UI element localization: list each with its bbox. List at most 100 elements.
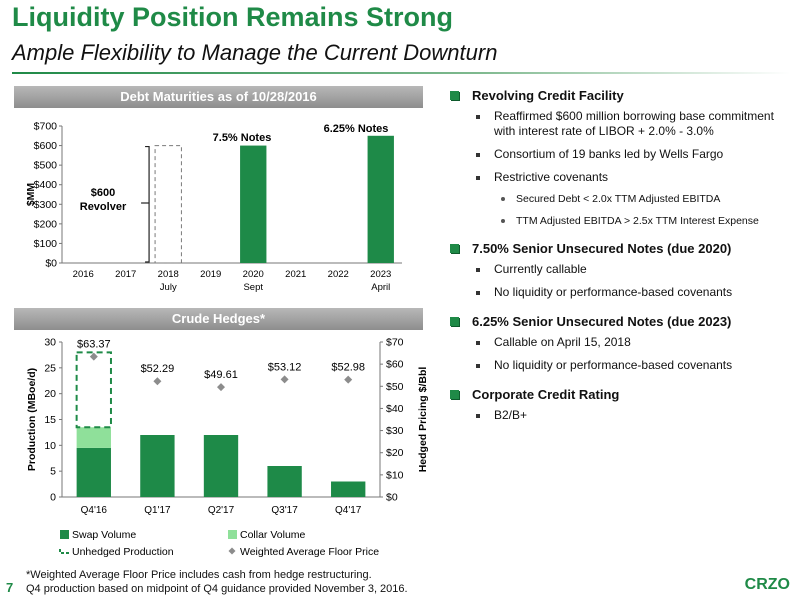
x-tick-label: 2018 — [158, 269, 179, 280]
section-bullet — [450, 390, 459, 399]
x-tick-label: 2016 — [73, 269, 94, 280]
debt-maturities-header: Debt Maturities as of 10/28/2016 — [14, 86, 423, 108]
list-item: No liquidity or performance-based covena… — [446, 358, 791, 373]
x-tick-sublabel: July — [160, 282, 177, 293]
y2-tick-label: $70 — [386, 337, 404, 349]
y-tick-label: $700 — [34, 121, 58, 133]
section-heading: 6.25% Senior Unsecured Notes (due 2023) — [472, 314, 732, 329]
list-item: No liquidity or performance-based covena… — [446, 285, 791, 300]
x-tick-label: 2022 — [328, 269, 349, 280]
item-bullet — [476, 414, 480, 418]
floor-price-point — [344, 375, 353, 384]
crude-hedges-header: Crude Hedges* — [14, 308, 423, 330]
item-bullet — [476, 341, 480, 345]
item-bullet — [476, 291, 480, 295]
y-tick-label: $500 — [34, 160, 58, 172]
y-tick-label: $200 — [34, 218, 58, 230]
legend-collar-label: Collar Volume — [240, 529, 306, 541]
y-tick-label: 5 — [50, 466, 56, 478]
section-heading: Revolving Credit Facility — [472, 88, 624, 103]
y-tick-label: 20 — [44, 388, 56, 400]
revolver-bracket — [145, 145, 150, 263]
revolver-bar — [154, 145, 182, 264]
page-title: Liquidity Position Remains Strong — [12, 2, 454, 32]
y2-tick-label: $40 — [386, 403, 404, 415]
y2-tick-label: $20 — [386, 447, 404, 459]
section-heading: 7.50% Senior Unsecured Notes (due 2020) — [472, 241, 732, 256]
company-logo: CRZO — [744, 576, 790, 593]
list-item: Consortium of 19 banks led by Wells Farg… — [446, 147, 791, 162]
revolver-label-text: Revolver — [80, 201, 127, 213]
sub-item-bullet — [501, 219, 505, 223]
revolver-label-amount: $600 — [91, 187, 115, 199]
x-tick-label: 2023 — [370, 269, 391, 280]
y-axis-title: $MM — [25, 183, 37, 207]
unhedged-bar-Q4'16 — [75, 351, 112, 429]
list-item-text: Restrictive covenants — [494, 170, 609, 184]
floor-price-point — [217, 383, 225, 392]
title-divider — [12, 72, 790, 74]
debt-maturities-chart: $0 $100 $200 $300 $400 $500 $600 $700 2016 2017 20… — [25, 121, 402, 293]
item-bullet — [476, 153, 480, 157]
y2-tick-label: $10 — [386, 469, 404, 481]
list-item-text: No liquidity or performance-based covena… — [494, 358, 733, 372]
x-tick-sublabel: April — [371, 282, 390, 293]
legend-floor-label: Weighted Average Floor Price — [240, 546, 379, 558]
section-bullet — [450, 317, 459, 326]
section-heading: Corporate Credit Rating — [472, 387, 620, 402]
x-tick-label: Q3'17 — [271, 505, 298, 516]
sub-list-item: TTM Adjusted EBITDA > 2.5x TTM Interest … — [446, 215, 791, 227]
legend-swap-label: Swap Volume — [72, 529, 136, 541]
right-panel: Revolving Credit Facility Reaffirmed $60… — [446, 86, 791, 431]
legend-collar-swatch — [228, 530, 237, 539]
notes-2020-label: 7.5% Notes — [213, 132, 272, 144]
section-credit-rating: Corporate Credit Rating — [446, 387, 791, 402]
swap-bar-Q4'16 — [76, 447, 111, 497]
y-tick-label: 15 — [44, 414, 56, 426]
list-item-text: Currently callable — [494, 262, 587, 276]
crude-hedges-chart: 0 5 10 15 20 25 30 $0 $10 $20 $30 $40 $50 $60 $70 Q4'16… — [26, 337, 429, 517]
page-subtitle: Ample Flexibility to Manage the Current … — [12, 40, 498, 65]
floor-price-point — [89, 352, 98, 361]
list-item-text: B2/B+ — [494, 408, 528, 422]
section-750-notes: 7.50% Senior Unsecured Notes (due 2020) — [446, 241, 791, 256]
x-tick-label: 2017 — [115, 269, 136, 280]
x-tick-label: Q1'17 — [144, 505, 171, 516]
x-tick-label: Q4'16 — [81, 505, 108, 516]
y-tick-label: 30 — [44, 337, 56, 349]
footnote-line-2: Q4 production based on midpoint of Q4 gu… — [26, 583, 408, 595]
swap-bar-Q1'17 — [140, 435, 175, 497]
sub-list-item: Secured Debt < 2.0x TTM Adjusted EBITDA — [446, 193, 791, 205]
x-tick-label: 2019 — [200, 269, 221, 280]
x-tick-label: Q4'17 — [335, 505, 362, 516]
item-bullet — [476, 364, 480, 368]
section-625-notes: 6.25% Senior Unsecured Notes (due 2023) — [446, 314, 791, 329]
list-item: Restrictive covenants — [446, 170, 791, 185]
list-item-text: Reaffirmed $600 million borrowing base c… — [494, 109, 774, 138]
y2-tick-label: $30 — [386, 425, 404, 437]
y-tick-label: 0 — [50, 492, 56, 504]
section-bullet — [450, 91, 459, 100]
list-item-text: Callable on April 15, 2018 — [494, 335, 631, 349]
floor-price-label: $49.61 — [204, 369, 238, 381]
list-item-text: No liquidity or performance-based covena… — [494, 285, 733, 299]
swap-bar-Q3'17 — [267, 466, 302, 497]
y2-tick-label: $60 — [386, 359, 404, 371]
list-item: Currently callable — [446, 262, 791, 277]
y-tick-label: $0 — [45, 258, 57, 270]
list-item-text: Consortium of 19 banks led by Wells Farg… — [494, 147, 724, 161]
item-bullet — [476, 176, 480, 180]
legend-unhedged-swatch — [59, 549, 69, 554]
y2-tick-label: $50 — [386, 381, 404, 393]
debt-bar-2020 — [240, 145, 267, 263]
page-number: 7 — [6, 580, 14, 595]
list-item: Reaffirmed $600 million borrowing base c… — [446, 109, 791, 139]
y-tick-label: $300 — [34, 199, 58, 211]
floor-price-label: $52.98 — [331, 362, 365, 374]
legend-unhedged-label: Unhedged Production — [72, 546, 174, 558]
floor-price-label: $53.12 — [268, 361, 302, 373]
y2-tick-label: $0 — [386, 492, 398, 504]
y-axis-title: Production (MBoe/d) — [26, 368, 38, 471]
legend-floor-swatch — [228, 547, 236, 555]
